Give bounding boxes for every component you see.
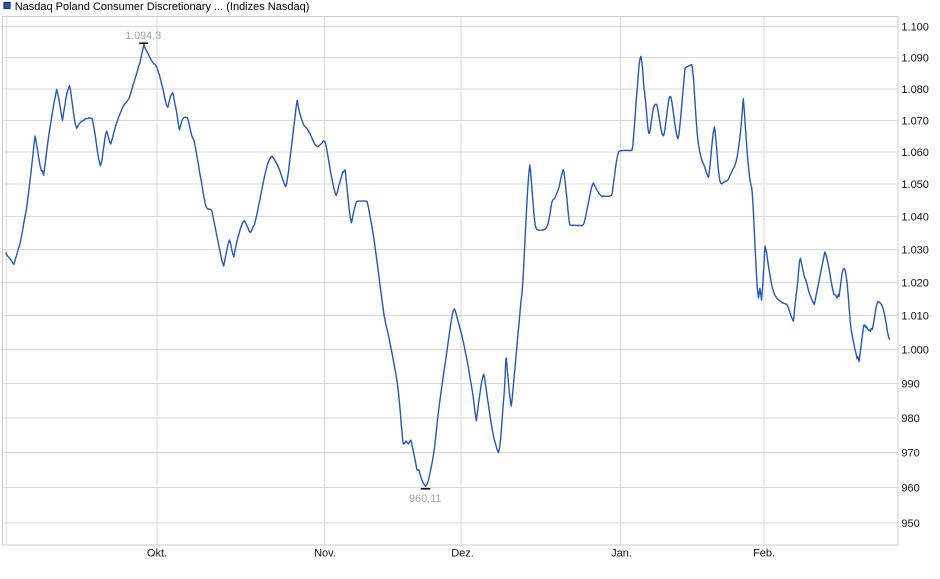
svg-text:960,11: 960,11 [409,493,441,505]
svg-text:Nov.: Nov. [314,548,336,560]
svg-text:1.000: 1.000 [901,345,929,357]
svg-text:1.050: 1.050 [901,179,929,191]
svg-text:1.060: 1.060 [901,147,929,159]
svg-text:950: 950 [901,518,919,530]
svg-text:1.070: 1.070 [901,115,929,127]
svg-text:970: 970 [901,448,919,460]
svg-text:1.080: 1.080 [901,84,929,96]
svg-text:980: 980 [901,413,919,425]
svg-text:1.094,3: 1.094,3 [125,30,161,42]
svg-text:Okt.: Okt. [147,548,167,560]
svg-text:1.030: 1.030 [901,244,929,256]
svg-text:Nasdaq Poland Consumer Discret: Nasdaq Poland Consumer Discretionary ...… [15,1,310,13]
svg-text:990: 990 [901,379,919,391]
svg-text:Jan.: Jan. [611,548,632,560]
svg-text:Dez.: Dez. [451,548,474,560]
svg-text:960: 960 [901,483,919,495]
svg-text:1.010: 1.010 [901,311,929,323]
svg-text:1.100: 1.100 [901,22,929,34]
svg-text:1.090: 1.090 [901,53,929,65]
svg-text:1.020: 1.020 [901,277,929,289]
svg-text:Feb.: Feb. [753,548,775,560]
svg-text:1.040: 1.040 [901,212,929,224]
